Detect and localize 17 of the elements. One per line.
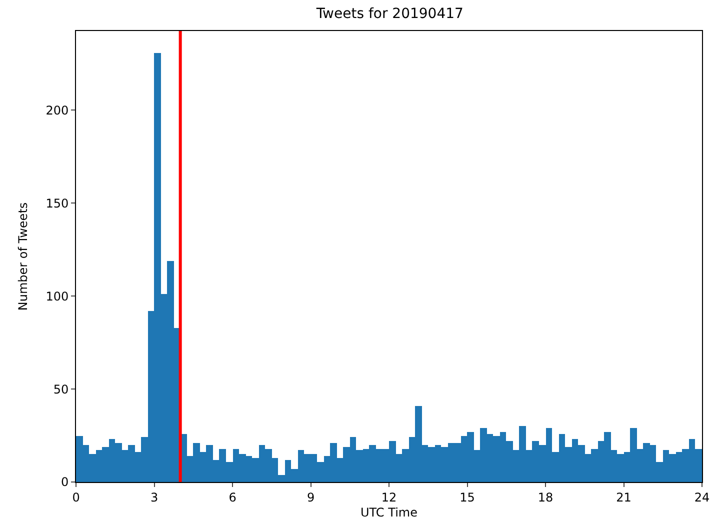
x-tick-label: 15 (460, 490, 475, 504)
x-tick-label: 9 (306, 490, 315, 504)
y-tick-label: 50 (53, 382, 69, 396)
x-tick-label: 24 (694, 490, 710, 504)
y-tick-label: 150 (46, 196, 69, 210)
y-axis-title: Number of Tweets (16, 202, 30, 311)
x-tick-label: 6 (228, 490, 236, 504)
y-tick-label: 200 (46, 103, 69, 118)
y-tick-label: 100 (46, 289, 69, 304)
x-tick-label: 18 (538, 490, 554, 504)
x-tick-label: 12 (381, 490, 397, 504)
x-tick-label: 0 (72, 490, 80, 504)
x-axis-title: UTC Time (360, 505, 418, 520)
chart-title: Tweets for 20190417 (315, 6, 464, 22)
y-tick-label: 0 (60, 475, 69, 490)
x-tick-label: 3 (150, 490, 158, 504)
x-tick-label: 21 (616, 490, 632, 504)
